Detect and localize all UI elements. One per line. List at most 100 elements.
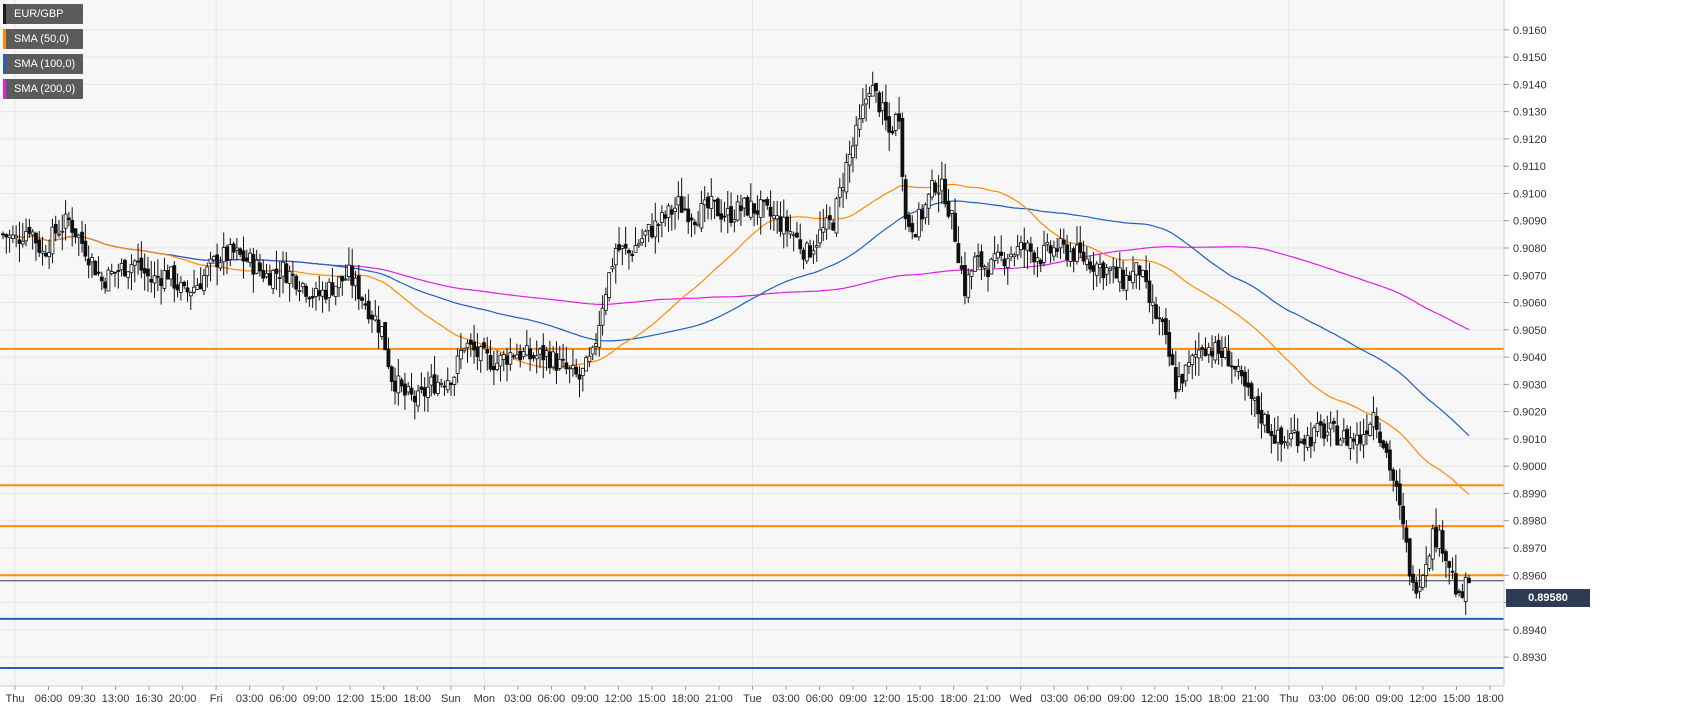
candle-body xyxy=(291,273,295,276)
candle-body xyxy=(14,235,19,239)
candle-body xyxy=(264,272,269,278)
candle-body xyxy=(1052,247,1056,257)
candle-body xyxy=(188,292,193,297)
candle-body xyxy=(350,265,355,286)
candle-body xyxy=(1094,263,1099,276)
candle-body xyxy=(762,199,766,202)
candle-body xyxy=(459,350,463,360)
candle-body xyxy=(231,243,236,253)
y-tick-label: 0.9150 xyxy=(1513,52,1547,64)
candle-body xyxy=(1266,414,1270,433)
candle-body xyxy=(594,343,598,347)
candle-body xyxy=(854,124,859,146)
candle-body xyxy=(1269,430,1274,437)
candle-body xyxy=(1114,266,1119,279)
candle-body xyxy=(1467,577,1471,584)
candle-body xyxy=(482,342,486,349)
candle-body xyxy=(936,192,941,195)
candle-body xyxy=(452,376,457,385)
candle-body xyxy=(521,351,526,358)
candle-body xyxy=(1127,275,1132,281)
x-tick-label: Sun xyxy=(441,693,461,705)
candle-body xyxy=(748,200,753,218)
candle-body xyxy=(969,270,974,277)
candle-body xyxy=(96,271,101,274)
candle-body xyxy=(1430,528,1435,560)
candle-body xyxy=(228,244,233,261)
candle-body xyxy=(607,272,612,299)
candle-body xyxy=(1028,243,1033,252)
candle-body xyxy=(1322,423,1326,439)
candle-body xyxy=(1318,421,1323,426)
candle-body xyxy=(1388,449,1392,471)
x-tick-label: 06:00 xyxy=(269,693,297,705)
candle-body xyxy=(847,153,852,166)
candle-body xyxy=(1002,258,1007,267)
candle-body xyxy=(758,199,763,218)
legend-sma-100: SMA (100,0) xyxy=(3,54,84,74)
candle-body xyxy=(1075,244,1079,262)
candle-body xyxy=(603,294,608,311)
candle-body xyxy=(1009,253,1013,258)
candle-body xyxy=(916,208,921,238)
candle-body xyxy=(557,358,562,369)
candle-body xyxy=(472,341,476,351)
x-tick-label: 15:00 xyxy=(370,693,398,705)
candle-body xyxy=(320,289,325,297)
candle-body xyxy=(1397,483,1402,506)
candle-body xyxy=(979,251,984,268)
candle-body xyxy=(485,349,490,354)
candle-body xyxy=(360,297,364,301)
x-tick-label: Mon xyxy=(474,693,495,705)
candle-body xyxy=(1157,317,1162,320)
x-tick-label: 03:00 xyxy=(504,693,532,705)
candle-body xyxy=(1068,251,1073,262)
candle-body xyxy=(715,198,720,217)
candle-body xyxy=(719,213,724,220)
candle-body xyxy=(643,230,648,236)
candle-body xyxy=(1233,365,1237,370)
candle-body xyxy=(215,254,220,268)
candle-body xyxy=(406,386,411,393)
candle-body xyxy=(1404,527,1409,543)
candle-body xyxy=(963,265,967,297)
candle-body xyxy=(679,196,684,213)
candle-body xyxy=(1,233,5,236)
x-tick-label: 09:30 xyxy=(68,693,96,705)
y-tick-label: 0.9110 xyxy=(1513,161,1546,173)
candle-body xyxy=(1196,349,1201,359)
candle-body xyxy=(725,208,730,216)
candle-body xyxy=(1206,347,1211,355)
candle-body xyxy=(636,243,641,246)
candle-body xyxy=(478,346,483,362)
candle-body xyxy=(874,83,878,92)
candle-body xyxy=(225,246,229,261)
candle-body xyxy=(1226,350,1231,367)
candle-body xyxy=(531,355,536,359)
candle-body xyxy=(989,258,994,275)
candle-body xyxy=(801,249,806,260)
candle-body xyxy=(851,145,855,158)
candle-body xyxy=(281,261,285,277)
candle-body xyxy=(40,250,45,254)
candle-body xyxy=(1025,242,1030,251)
candle-body xyxy=(198,283,203,290)
candle-body xyxy=(1447,561,1452,568)
x-tick-label: 16:30 xyxy=(135,693,163,705)
candle-body xyxy=(159,278,164,286)
candle-body xyxy=(653,220,658,238)
y-tick-label: 0.9050 xyxy=(1513,325,1547,337)
candle-body xyxy=(146,268,150,277)
candle-body xyxy=(1358,434,1363,444)
candle-body xyxy=(706,196,710,209)
candle-body xyxy=(1124,275,1129,291)
candle-body xyxy=(1015,246,1020,256)
legend-label-sma-100: SMA (100,0) xyxy=(14,58,76,70)
candle-body xyxy=(818,229,822,244)
legend: EUR/GBP SMA (50,0) SMA (100,0) SMA (200,… xyxy=(3,4,84,104)
candle-body xyxy=(1351,438,1356,442)
candle-body xyxy=(804,242,809,262)
candle-body xyxy=(739,205,743,211)
candle-body xyxy=(498,354,503,367)
